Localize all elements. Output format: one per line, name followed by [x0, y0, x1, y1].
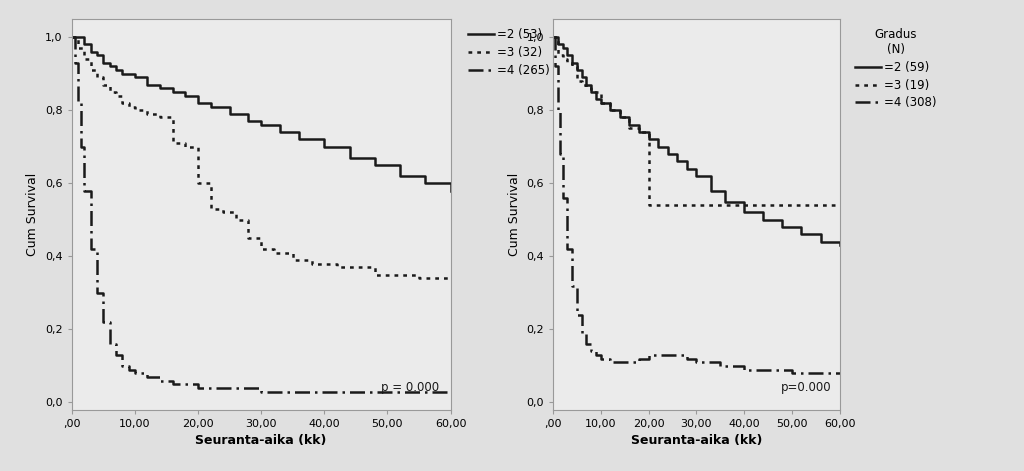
Text: p = 0.000: p = 0.000: [381, 381, 439, 394]
Y-axis label: Cum Survival: Cum Survival: [508, 173, 521, 256]
X-axis label: Seuranta-aika (kk): Seuranta-aika (kk): [631, 434, 762, 447]
Legend: =2 (53), =3 (32), =4 (265): =2 (53), =3 (32), =4 (265): [464, 25, 553, 80]
Y-axis label: Cum Survival: Cum Survival: [27, 173, 40, 256]
Legend: =2 (59), =3 (19), =4 (308): =2 (59), =3 (19), =4 (308): [851, 25, 940, 113]
Text: p=0.000: p=0.000: [780, 381, 831, 394]
X-axis label: Seuranta-aika (kk): Seuranta-aika (kk): [196, 434, 327, 447]
